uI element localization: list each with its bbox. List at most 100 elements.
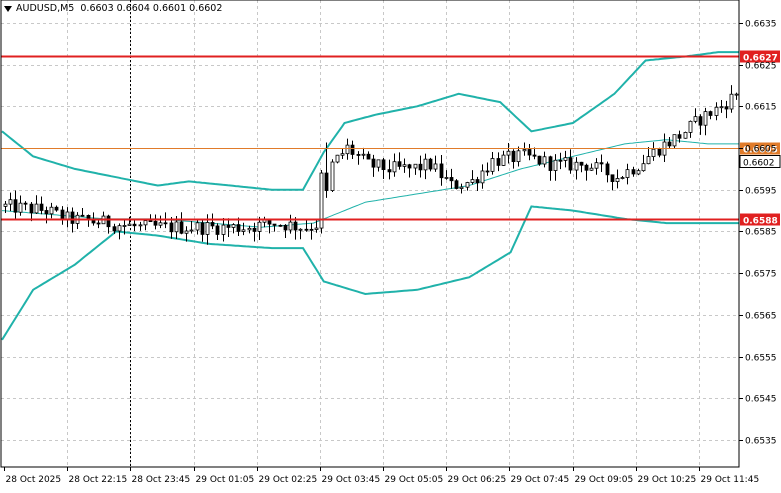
- candle-body: [189, 229, 194, 232]
- candle-body: [350, 144, 355, 155]
- candle-body: [376, 159, 381, 168]
- candle: [381, 158, 386, 179]
- candle: [106, 214, 111, 234]
- grid: [1, 0, 739, 467]
- candle: [594, 158, 599, 175]
- candle-body: [54, 206, 59, 211]
- y-tick-label: 0.6615: [745, 103, 777, 113]
- candle: [418, 155, 423, 178]
- candle-body: [153, 220, 158, 226]
- candle-body: [345, 144, 350, 155]
- candle-body: [29, 203, 34, 214]
- candle: [304, 219, 309, 232]
- candle-body: [537, 155, 542, 165]
- candle: [641, 154, 646, 172]
- candle-body: [13, 199, 18, 213]
- bollinger-upper-band: [1, 51, 739, 191]
- x-tick-label: 29 Oct 01:05: [196, 475, 255, 485]
- x-tick-label: 29 Oct 03:45: [322, 475, 381, 485]
- candles: [3, 85, 739, 245]
- candle-body: [205, 222, 210, 235]
- candle-body: [65, 211, 70, 220]
- candle-body: [70, 211, 75, 224]
- candle: [423, 153, 428, 180]
- candle: [247, 225, 252, 234]
- candle: [262, 216, 267, 228]
- candle: [13, 190, 18, 220]
- candle: [272, 223, 277, 232]
- candle-body: [138, 224, 143, 227]
- candle: [340, 148, 345, 160]
- price-level-tag: [740, 142, 780, 155]
- candle-body: [548, 156, 553, 171]
- candle-body: [257, 221, 262, 232]
- candle: [470, 170, 475, 185]
- candle: [651, 142, 656, 161]
- candle-body: [210, 222, 215, 227]
- candle-body: [3, 203, 8, 207]
- candle-body: [49, 206, 54, 215]
- candle: [579, 161, 584, 173]
- candle-body: [542, 156, 547, 165]
- candle: [319, 170, 324, 234]
- candle: [667, 136, 672, 149]
- candle: [615, 169, 620, 189]
- candle: [459, 183, 464, 194]
- candle-body: [174, 221, 179, 233]
- candle: [189, 221, 194, 234]
- candle: [454, 179, 459, 190]
- candle: [366, 151, 371, 160]
- candle: [465, 181, 470, 191]
- candle-body: [127, 223, 132, 226]
- candle: [309, 223, 314, 240]
- candle: [490, 151, 495, 175]
- candle-body: [371, 158, 376, 168]
- candle: [350, 140, 355, 159]
- candle-body: [195, 222, 200, 231]
- candle-body: [672, 134, 677, 147]
- candle-body: [324, 172, 329, 191]
- y-tick-label: 0.6545: [745, 395, 777, 405]
- candle-body: [163, 222, 168, 225]
- candle: [475, 176, 480, 191]
- dropdown-triangle-icon[interactable]: [4, 5, 12, 12]
- candle: [662, 133, 667, 162]
- candle-body: [397, 161, 402, 167]
- candle: [734, 92, 739, 100]
- candle: [153, 214, 158, 230]
- candle: [646, 147, 651, 165]
- candle: [345, 138, 350, 160]
- candle: [283, 224, 288, 239]
- candle: [506, 142, 511, 164]
- candle-body: [283, 224, 288, 231]
- candle: [80, 207, 85, 217]
- y-tick-label: 0.6595: [745, 187, 777, 197]
- candle: [8, 192, 13, 212]
- candle: [449, 168, 454, 189]
- candle: [574, 157, 579, 180]
- candle-body: [200, 222, 205, 235]
- candle: [439, 155, 444, 186]
- candle: [257, 216, 262, 241]
- candle: [636, 168, 641, 176]
- candle: [537, 155, 542, 166]
- candle: [527, 143, 532, 161]
- x-tick-label: 29 Oct 09:05: [575, 475, 634, 485]
- candle-body: [610, 174, 615, 182]
- candle: [516, 146, 521, 167]
- candle: [485, 162, 490, 176]
- candle-body: [335, 154, 340, 163]
- candle-body: [247, 227, 252, 231]
- candle-body: [106, 215, 111, 228]
- bollinger-bands: [1, 51, 739, 341]
- candle-body: [574, 161, 579, 171]
- candle-body: [366, 153, 371, 160]
- candle-body: [532, 154, 537, 157]
- candle: [314, 220, 319, 233]
- candle-body: [688, 120, 693, 133]
- candle-body: [693, 116, 698, 122]
- candle-body: [428, 158, 433, 170]
- candle-body: [657, 148, 662, 156]
